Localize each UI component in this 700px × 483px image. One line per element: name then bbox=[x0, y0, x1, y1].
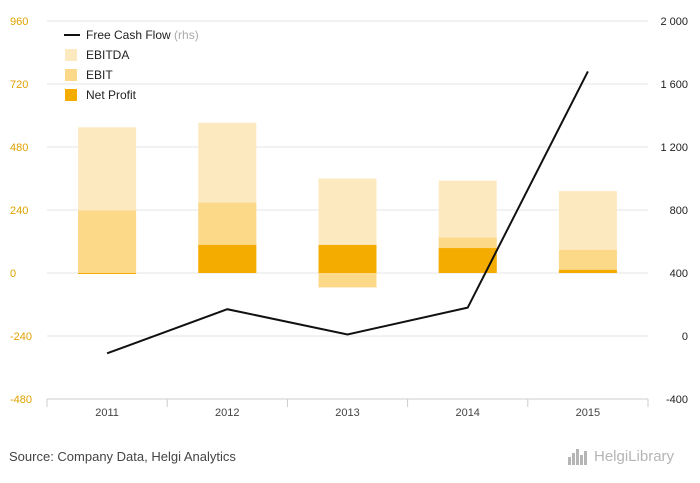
legend-box-swatch bbox=[65, 49, 77, 61]
y-left-tick-label: 480 bbox=[10, 142, 28, 154]
x-tick-label: 2011 bbox=[95, 407, 119, 419]
bar-net-profit bbox=[558, 269, 617, 273]
legend-label: Net Profit bbox=[86, 88, 137, 102]
legend-note: (rhs) bbox=[171, 28, 199, 42]
y-left-tick-label: -480 bbox=[10, 394, 32, 406]
legend-box-swatch bbox=[65, 69, 77, 81]
legend-label: EBITDA bbox=[86, 48, 129, 62]
x-tick-label: 2012 bbox=[215, 407, 239, 419]
axes: 960 720 480 240 0 -240 -480 2 000 1 600 1 200 800 4… bbox=[10, 16, 688, 419]
library-icon bbox=[568, 448, 590, 465]
x-tick-label: 2015 bbox=[576, 407, 600, 419]
y-right-tick-label: 1 600 bbox=[660, 79, 688, 91]
y-right-tick-label: -400 bbox=[666, 394, 688, 406]
source-note: Source: Company Data, Helgi Analytics bbox=[9, 449, 236, 464]
y-left-tick-label: 240 bbox=[10, 205, 28, 217]
y-left-tick-label: 0 bbox=[10, 268, 16, 280]
y-left-tick-label: 960 bbox=[10, 16, 28, 28]
fcf-line bbox=[106, 70, 589, 355]
y-left-tick-label: -240 bbox=[10, 331, 32, 343]
y-left-tick-label: 720 bbox=[10, 79, 28, 91]
legend-label: Free Cash Flow (rhs) bbox=[86, 28, 199, 42]
brand-logo: HelgiLibrary bbox=[568, 448, 674, 465]
bar-ebit bbox=[558, 249, 617, 273]
bar-ebit bbox=[318, 273, 377, 288]
bar-net-profit bbox=[198, 244, 257, 273]
legend-label: EBIT bbox=[86, 68, 113, 82]
bar-ebit bbox=[78, 210, 137, 273]
bar-net-profit bbox=[78, 273, 137, 274]
y-right-tick-label: 1 200 bbox=[660, 142, 688, 154]
x-tick-label: 2014 bbox=[455, 407, 479, 419]
bars bbox=[78, 122, 617, 288]
y-right-tick-label: 800 bbox=[670, 205, 688, 217]
legend-box-swatch bbox=[65, 89, 77, 101]
brand-name: HelgiLibrary bbox=[594, 448, 675, 465]
x-tick-label: 2013 bbox=[335, 407, 359, 419]
bar-net-profit bbox=[318, 244, 377, 273]
y-right-tick-label: 0 bbox=[682, 331, 688, 343]
y-right-tick-label: 2 000 bbox=[660, 16, 688, 28]
fcf-line-group bbox=[106, 70, 589, 355]
legend: Free Cash Flow (rhs) EBITDA EBIT Net Profit bbox=[64, 28, 199, 102]
y-right-tick-label: 400 bbox=[670, 268, 688, 280]
